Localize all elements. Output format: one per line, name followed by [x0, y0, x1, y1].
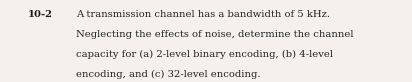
Text: 10-2: 10-2: [28, 10, 53, 19]
Text: encoding, and (c) 32-level encoding.: encoding, and (c) 32-level encoding.: [76, 70, 261, 79]
Text: Neglecting the effects of noise, determine the channel: Neglecting the effects of noise, determi…: [76, 30, 354, 39]
Text: capacity for (a) 2-level binary encoding, (b) 4-level: capacity for (a) 2-level binary encoding…: [76, 50, 333, 59]
Text: A transmission channel has a bandwidth of 5 kHz.: A transmission channel has a bandwidth o…: [76, 10, 330, 19]
